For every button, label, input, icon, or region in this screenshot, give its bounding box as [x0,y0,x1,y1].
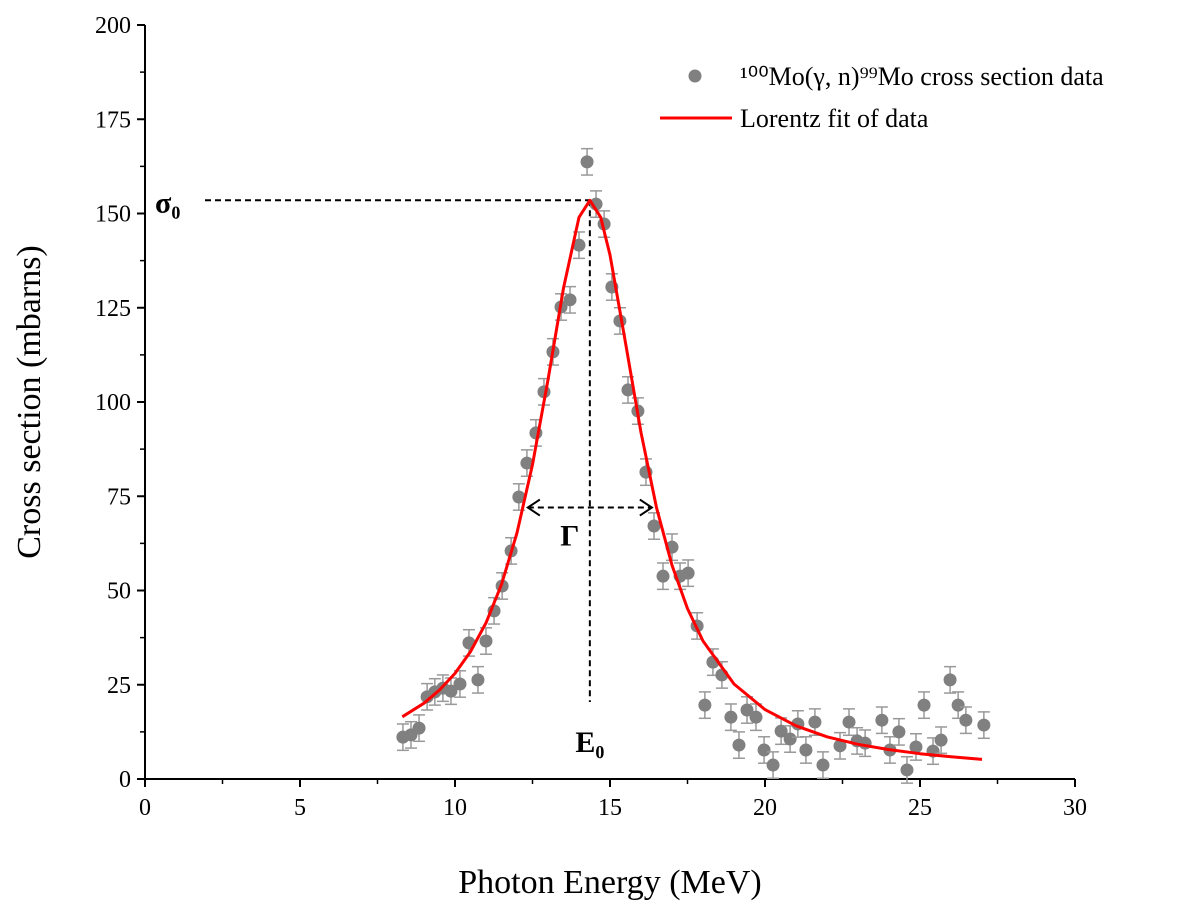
data-point [444,684,458,698]
y-axis-title: Cross section (mbarns) [11,245,48,559]
gamma-label: Γ [560,520,579,553]
data-point [732,738,746,752]
sigma-label: σ₀ [155,186,180,219]
x-tick-label: 30 [1063,795,1087,821]
data-point [951,698,965,712]
data-point [934,733,948,747]
data-point [681,566,695,580]
data-point [647,519,661,533]
data-point [774,724,788,738]
data-point [892,725,906,739]
y-tick-label: 200 [95,13,131,39]
data-point [833,739,847,753]
data-point [453,677,467,691]
data-point [656,569,670,583]
data-point [563,293,577,307]
data-point [479,634,493,648]
y-tick-label: 0 [119,767,131,793]
x-tick-label: 25 [908,795,932,821]
data-point [724,710,738,724]
e0-label: E₀ [575,726,604,759]
y-tick-label: 175 [95,107,131,133]
data-point [900,763,914,777]
data-point [977,718,991,732]
fit-line [401,198,983,761]
data-point [512,490,526,504]
arrow-head [639,498,654,517]
y-tick-label: 50 [107,579,131,605]
data-point [816,758,830,772]
data-point [757,743,771,757]
data-point [520,456,534,470]
data-point [799,743,813,757]
data-point [412,721,426,735]
data-point [580,155,594,169]
data-point [842,715,856,729]
data-point [959,713,973,727]
x-axis-title: Photon Energy (MeV) [458,864,761,901]
data-point [698,698,712,712]
data-point [917,698,931,712]
x-tick-label: 20 [753,795,777,821]
data-point [783,732,797,746]
legend-label: Lorentz fit of data [740,104,929,133]
legend-marker [688,69,702,83]
y-tick-label: 25 [107,673,131,699]
data-point [621,383,635,397]
data-point [740,703,754,717]
data-point [749,710,763,724]
data-point [766,758,780,772]
y-tick-label: 150 [95,202,131,228]
x-tick-label: 15 [598,795,622,821]
legend-label: ¹⁰⁰Mo(γ, n)⁹⁹Mo cross section data [740,62,1104,91]
y-tick-label: 75 [107,484,131,510]
arrow-head [526,498,541,517]
x-tick-label: 5 [294,795,306,821]
data-point [572,238,586,252]
x-tick-label: 10 [443,795,467,821]
data-point [909,740,923,754]
data-point [808,715,822,729]
y-tick-label: 125 [95,296,131,322]
data-point [875,713,889,727]
data-point [943,673,957,687]
x-tick-label: 0 [139,795,151,821]
data-point [471,673,485,687]
y-tick-label: 100 [95,390,131,416]
